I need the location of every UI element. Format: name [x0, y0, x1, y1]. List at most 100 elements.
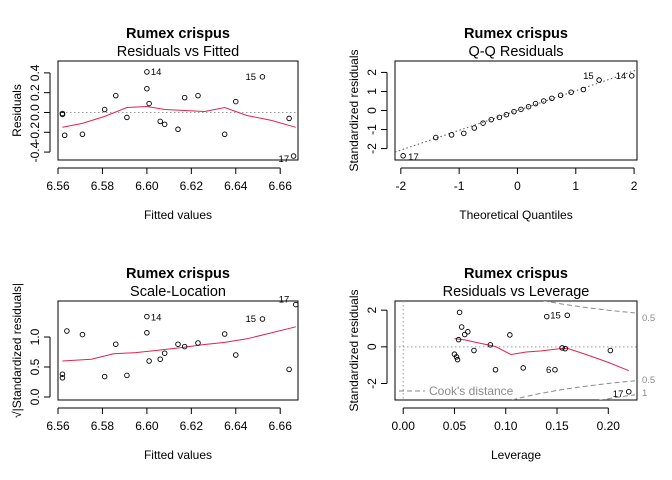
contour-label: 0.5 — [642, 375, 655, 386]
panel-2: Rumex crispus Q-Q Residuals Theoretical Qu… — [347, 26, 638, 222]
data-point — [488, 116, 494, 123]
data-point — [580, 86, 587, 93]
x-axis-label: Theoretical Quantiles — [459, 208, 572, 222]
smooth-line — [62, 105, 296, 128]
data-point — [552, 367, 558, 373]
plot-frame — [394, 60, 638, 161]
x-tick-label: 6.62 — [180, 419, 204, 433]
data-point — [144, 69, 150, 75]
data-point — [161, 350, 168, 356]
x-tick-label: 6.60 — [135, 419, 159, 433]
data-point — [557, 92, 564, 99]
y-tick-label: -1 — [365, 124, 379, 135]
data-point — [286, 115, 292, 122]
x-tick-label: 1 — [572, 179, 579, 193]
data-point — [233, 98, 239, 105]
panel-subtitle: Residuals vs Fitted — [117, 44, 240, 60]
panel-3: Rumex crispus Scale-Location Fitted values… — [10, 266, 299, 462]
qq-reference-line — [395, 69, 637, 153]
data-point — [175, 341, 181, 347]
contour-label: 0.5 — [642, 313, 655, 324]
data-point — [286, 366, 292, 373]
x-tick-label: 6.58 — [91, 419, 115, 433]
x-tick-label: 0.00 — [392, 419, 416, 433]
point-label: 14 — [151, 313, 162, 324]
data-point — [144, 85, 150, 92]
data-point — [181, 343, 188, 350]
cooks-distance-legend: Cook's distance — [399, 384, 514, 398]
y-axis: -2 0 2 — [365, 307, 388, 389]
data-point — [596, 77, 602, 83]
data-point — [448, 132, 455, 138]
y-tick-label: 0.0 — [28, 388, 42, 405]
plot-area — [395, 69, 637, 159]
data-point — [175, 126, 181, 133]
x-tick-label: 6.60 — [135, 179, 159, 193]
x-axis-label: Fitted values — [144, 448, 212, 462]
data-point — [456, 309, 463, 316]
data-point — [113, 341, 119, 347]
data-point — [455, 336, 462, 343]
point-label: 17 — [279, 154, 290, 165]
y-tick-label: -2 — [365, 378, 379, 389]
data-point — [540, 98, 547, 104]
data-point — [492, 367, 499, 373]
data-point — [487, 342, 494, 348]
data-point — [146, 100, 152, 107]
data-point — [64, 328, 70, 334]
x-tick-label: 6.56 — [46, 419, 70, 433]
data-point — [520, 365, 526, 371]
data-point — [157, 118, 163, 125]
data-point — [568, 89, 574, 95]
data-point — [146, 358, 152, 364]
panel-4: Rumex crispus Residuals vs Leverage Levera… — [347, 266, 655, 462]
point-label: 17 — [408, 152, 419, 163]
cooks-legend-label: Cook's distance — [429, 384, 514, 398]
point-label: 6 — [546, 365, 551, 376]
y-tick-label: 0.5 — [28, 358, 42, 375]
data-point — [59, 111, 66, 118]
data-point — [400, 153, 406, 159]
plot-area — [59, 301, 298, 381]
x-tick-label: 0.15 — [545, 419, 569, 433]
y-axis: 0.0 0.5 1.0 — [28, 328, 51, 405]
cooks-distance-contour — [597, 394, 635, 400]
y-axis-label: Standardized residuals — [347, 289, 361, 411]
y-axis-label: Residuals — [10, 84, 24, 137]
x-axis: 6.56 6.58 6.60 6.62 6.64 6.66 — [46, 167, 293, 193]
y-tick-label: 0.2 — [28, 84, 42, 101]
x-tick-label: 6.64 — [224, 179, 248, 193]
y-tick-label: 0 — [365, 107, 379, 114]
data-point — [496, 114, 503, 121]
data-point — [259, 316, 266, 322]
panel-title: Rumex crispus — [126, 266, 230, 282]
point-label: 15 — [583, 71, 594, 82]
data-point — [461, 331, 468, 338]
plot-area — [395, 301, 637, 400]
plot-frame — [394, 300, 638, 401]
data-point — [465, 329, 471, 335]
panel-subtitle: Scale-Location — [130, 284, 226, 300]
data-point — [629, 73, 635, 79]
point-label: 17 — [279, 295, 290, 306]
point-label: 15 — [550, 310, 561, 321]
data-point — [564, 312, 571, 319]
plot-area — [58, 69, 298, 159]
data-point — [461, 130, 467, 137]
y-tick-label: 1.0 — [28, 328, 42, 345]
data-point — [59, 375, 66, 381]
x-tick-label: 0.10 — [494, 419, 518, 433]
x-tick-label: 0.05 — [443, 419, 467, 433]
data-point — [453, 354, 460, 360]
x-tick-label: 2 — [631, 179, 638, 193]
y-tick-label: 0.4 — [28, 64, 42, 81]
plot-frame — [57, 300, 299, 401]
x-tick-label: 6.66 — [269, 419, 293, 433]
point-label: 14 — [616, 71, 627, 82]
data-point — [101, 106, 108, 113]
data-point — [79, 131, 86, 138]
x-tick-label: 6.66 — [269, 179, 293, 193]
x-tick-label: -2 — [395, 179, 406, 193]
data-point — [480, 120, 486, 126]
plot-frame — [57, 60, 299, 161]
